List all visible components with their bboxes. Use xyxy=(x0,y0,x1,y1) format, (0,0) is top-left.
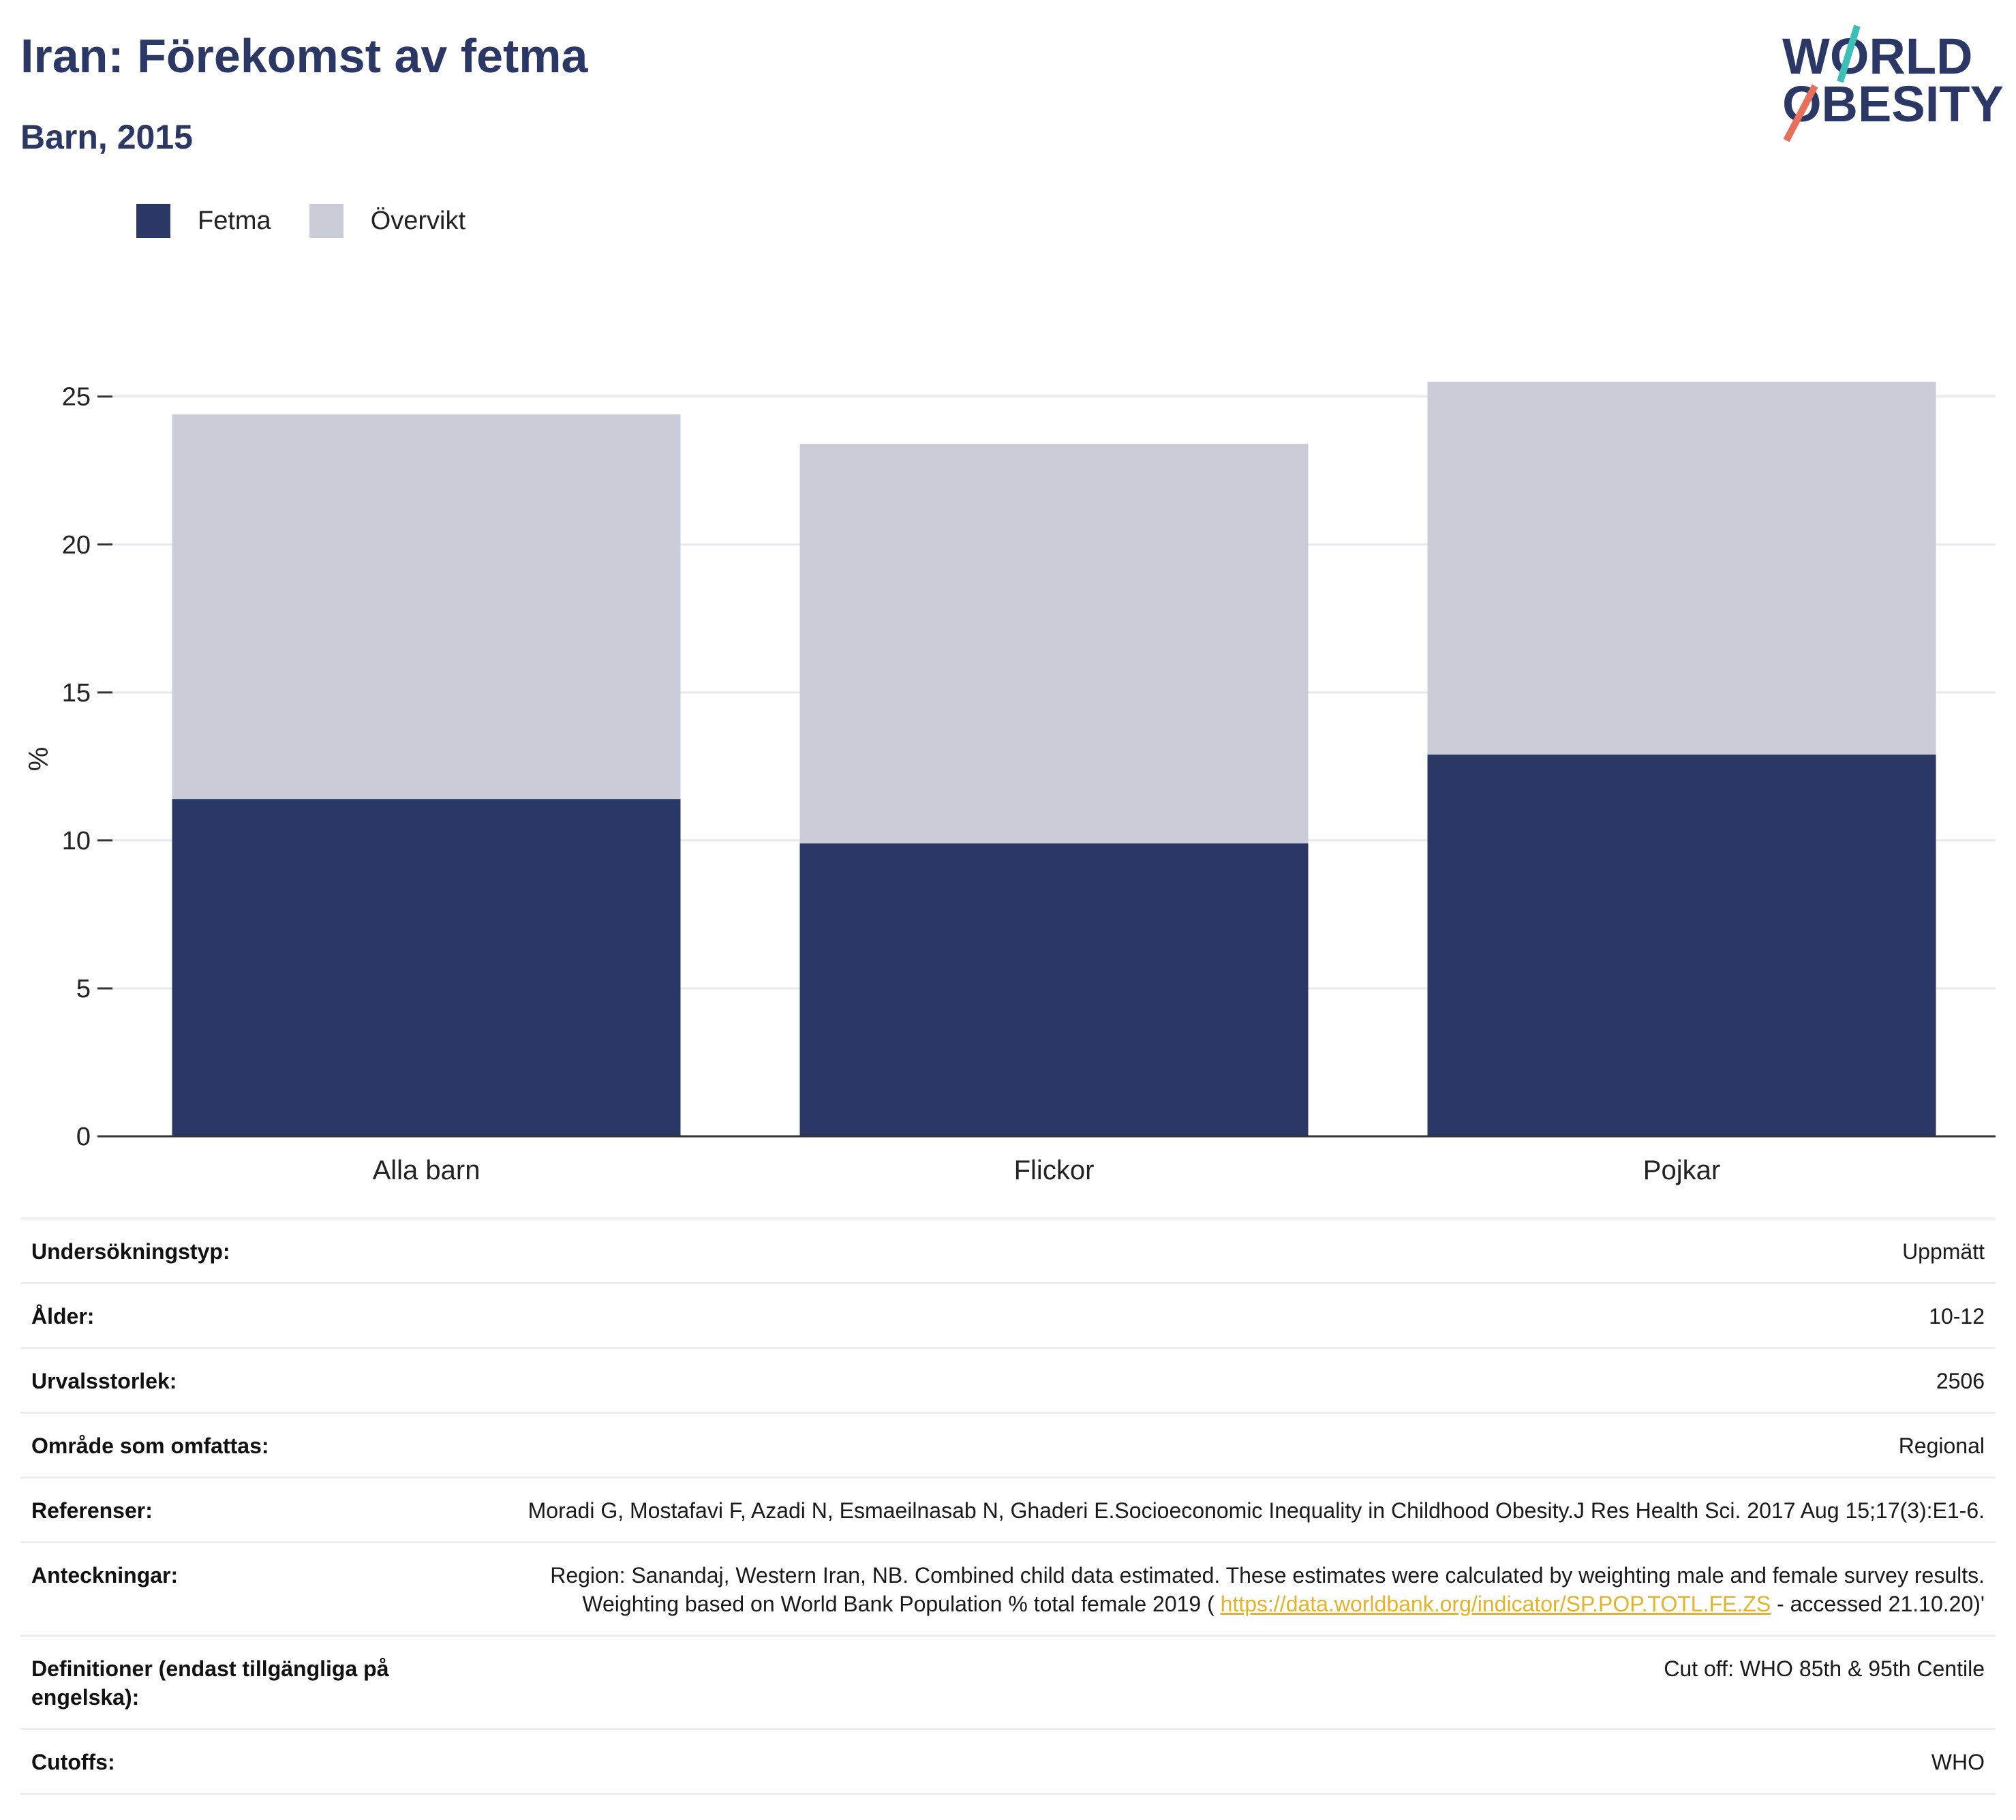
legend-swatch-overvikt xyxy=(309,204,343,238)
info-row-age: Ålder: 10-12 xyxy=(20,1283,1996,1348)
info-key: Urvalsstorlek: xyxy=(31,1369,177,1393)
info-value: Regional xyxy=(1898,1434,1985,1458)
info-value: WHO xyxy=(1931,1750,1985,1774)
info-key: Undersökningstyp: xyxy=(31,1239,230,1264)
chart-legend: Fetma Övervikt xyxy=(136,202,504,239)
info-value: Uppmätt xyxy=(1902,1239,1985,1264)
bar-overvikt xyxy=(172,414,681,800)
logo-line2: OBESITY xyxy=(1782,76,2004,132)
notes-text: Region: Sanandaj, Western Iran, NB. Comb… xyxy=(550,1563,1985,1616)
bar-fetma xyxy=(172,799,681,1136)
bar-overvikt xyxy=(799,444,1309,844)
legend-label-overvikt: Övervikt xyxy=(370,206,466,235)
y-tick-label: 25 xyxy=(62,383,91,412)
info-key: Ålder: xyxy=(31,1304,95,1329)
bar-fetma xyxy=(1427,754,1936,1136)
y-tick-label: 15 xyxy=(62,679,91,708)
bar-fetma xyxy=(799,843,1309,1136)
x-tick-label: Pojkar xyxy=(1643,1155,1720,1185)
info-row-references: Referenser: Moradi G, Mostafavi F, Azadi… xyxy=(20,1477,1996,1543)
info-key: Referenser: xyxy=(31,1498,153,1523)
x-tick-label: Flickor xyxy=(1014,1155,1095,1185)
info-row-sample-size: Urvalsstorlek: 2506 xyxy=(20,1348,1996,1413)
y-axis-label: % xyxy=(24,747,54,772)
page-subtitle: Barn, 2015 xyxy=(20,118,193,156)
logo-line1: WORLD xyxy=(1782,28,1973,85)
y-tick-label: 0 xyxy=(76,1123,91,1151)
info-row-survey-type: Undersökningstyp: Uppmätt xyxy=(20,1218,1996,1284)
x-tick-label: Alla barn xyxy=(373,1155,480,1185)
info-value: Moradi G, Mostafavi F, Azadi N, Esmaeiln… xyxy=(528,1498,1985,1523)
logo-slash-bottom xyxy=(1783,84,1818,142)
legend-item-overvikt[interactable]: Övervikt xyxy=(309,204,465,238)
info-key: Anteckningar: xyxy=(31,1563,179,1588)
info-value: 10-12 xyxy=(1929,1304,1985,1329)
info-row-cutoffs: Cutoffs: WHO xyxy=(20,1729,1996,1794)
page-title: Iran: Förekomst av fetma xyxy=(20,29,588,82)
info-table: Undersökningstyp: Uppmätt Ålder: 10-12 U… xyxy=(20,1217,1996,1795)
info-value: Region: Sanandaj, Western Iran, NB. Comb… xyxy=(492,1543,1996,1636)
legend-item-fetma[interactable]: Fetma xyxy=(136,204,271,238)
info-row-area: Område som omfattas: Regional xyxy=(20,1412,1996,1478)
info-row-definitions: Definitioner (endast tillgängliga på eng… xyxy=(20,1635,1996,1729)
y-tick-label: 5 xyxy=(76,975,91,1003)
info-key: Cutoffs: xyxy=(31,1750,115,1774)
info-key: Definitioner (endast tillgängliga på eng… xyxy=(31,1656,389,1710)
legend-swatch-fetma xyxy=(136,204,170,238)
bar-chart: 0 5 10 15 20 25% Alla barn Flickor Pojkar xyxy=(24,382,1996,1185)
world-obesity-logo: WORLD OBESITY xyxy=(1782,25,2004,142)
info-value: Cut off: WHO 85th & 95th Centile xyxy=(1664,1656,1985,1681)
y-tick-label: 10 xyxy=(62,827,91,855)
logo-slash-top xyxy=(1837,25,1861,83)
info-value: 2506 xyxy=(1936,1369,1985,1393)
legend-label-fetma: Fetma xyxy=(198,206,271,235)
worldbank-link[interactable]: https://data.worldbank.org/indicator/SP.… xyxy=(1220,1592,1771,1616)
bar-overvikt xyxy=(1427,382,1936,755)
info-row-notes: Anteckningar: Region: Sanandaj, Western … xyxy=(20,1542,1996,1636)
y-tick-label: 20 xyxy=(62,531,91,560)
info-key: Område som omfattas: xyxy=(31,1434,269,1458)
notes-text-end: - accessed 21.10.20)' xyxy=(1771,1592,1985,1616)
